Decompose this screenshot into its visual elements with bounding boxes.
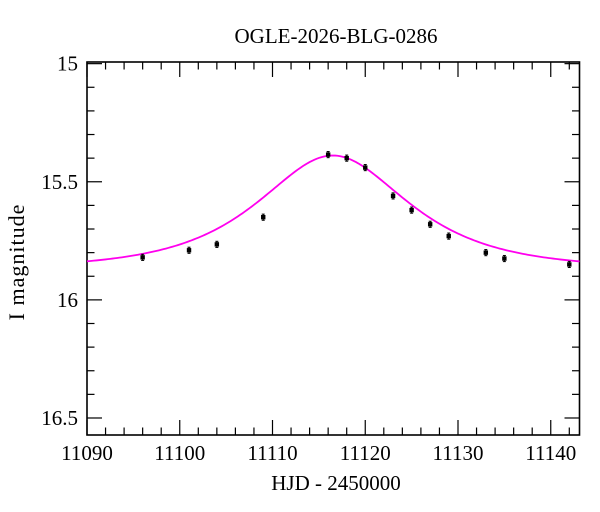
- y-tick-label: 16: [57, 288, 78, 312]
- data-point: [261, 215, 266, 220]
- data-point: [483, 250, 489, 255]
- tick-labels: 11090 11100 11110 11120 11130 11140 15 15.5 16 16…: [41, 52, 576, 465]
- x-tick-label: 11120: [340, 441, 391, 465]
- data-point: [567, 262, 572, 267]
- plot-title: OGLE-2026-BLG-0286: [235, 24, 438, 48]
- x-tick-label: 11110: [247, 441, 297, 465]
- model-curve: [86, 154, 580, 263]
- data-point: [390, 193, 396, 199]
- x-tick-label: 11090: [61, 441, 113, 465]
- data-point: [325, 152, 331, 157]
- data-point: [363, 165, 368, 170]
- frame-rect: [86, 61, 581, 436]
- y-tick-label: 16.5: [41, 406, 78, 430]
- x-tick-label: 11130: [433, 441, 484, 465]
- x-tick-label: 11140: [525, 441, 576, 465]
- data-point: [502, 256, 507, 261]
- data-point: [409, 207, 414, 213]
- y-axis-title: I magnitude: [4, 204, 29, 321]
- paczynski-curve: [86, 154, 580, 263]
- plot-frame: [86, 61, 581, 436]
- x-axis-title: HJD - 2450000: [271, 471, 401, 495]
- data-point: [446, 233, 451, 239]
- y-tick-label: 15.5: [41, 170, 78, 194]
- data-point: [427, 222, 433, 227]
- data-points: [140, 151, 572, 269]
- data-point: [140, 255, 145, 260]
- y-tick-label: 15: [57, 52, 78, 76]
- data-point: [344, 155, 349, 161]
- axis-ticks: [86, 62, 580, 435]
- data-point: [186, 248, 192, 253]
- data-point: [214, 242, 220, 247]
- x-tick-label: 11100: [154, 441, 205, 465]
